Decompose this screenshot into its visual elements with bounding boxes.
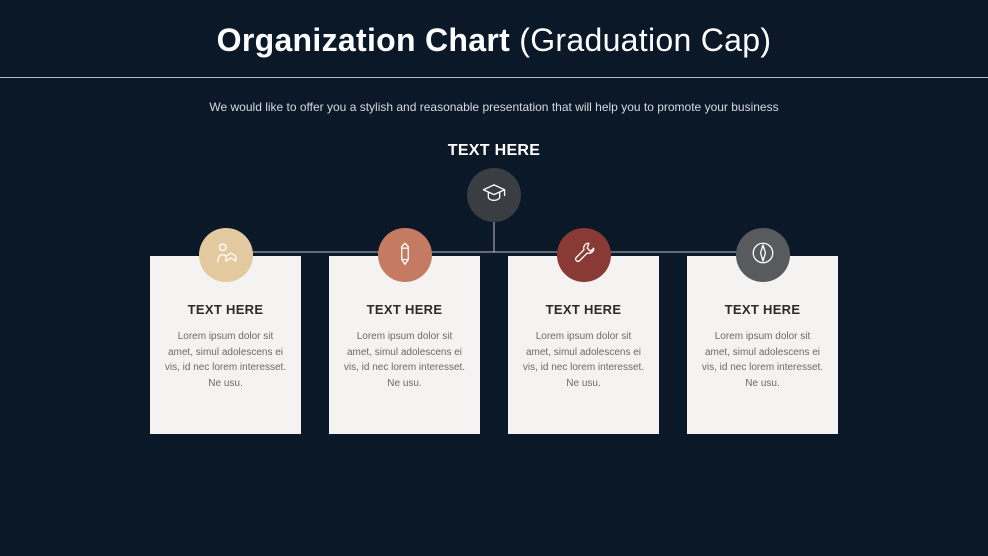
card-4-body: Lorem ipsum dolor sit amet, simul adoles… — [701, 329, 824, 391]
node-circle-3 — [557, 228, 611, 282]
svg-text:S: S — [761, 255, 764, 260]
svg-text:N: N — [761, 244, 764, 249]
root-label: TEXT HERE — [0, 142, 988, 160]
org-node-3: TEXT HERE Lorem ipsum dolor sit amet, si… — [508, 256, 659, 434]
card-2-body: Lorem ipsum dolor sit amet, simul adoles… — [343, 329, 466, 391]
card-4: TEXT HERE Lorem ipsum dolor sit amet, si… — [687, 256, 838, 434]
compass-icon: N S — [750, 240, 776, 271]
card-1-body: Lorem ipsum dolor sit amet, simul adoles… — [164, 329, 287, 391]
card-3: TEXT HERE Lorem ipsum dolor sit amet, si… — [508, 256, 659, 434]
org-node-2: TEXT HERE Lorem ipsum dolor sit amet, si… — [329, 256, 480, 434]
card-2-title: TEXT HERE — [343, 302, 466, 317]
card-3-body: Lorem ipsum dolor sit amet, simul adoles… — [522, 329, 645, 391]
node-circle-2 — [378, 228, 432, 282]
org-node-1: TEXT HERE Lorem ipsum dolor sit amet, si… — [150, 256, 301, 434]
title-block: Organization Chart (Graduation Cap) — [0, 0, 988, 59]
graduation-cap-icon — [481, 180, 507, 211]
root-node-circle — [467, 168, 521, 222]
subtitle: We would like to offer you a stylish and… — [0, 100, 988, 114]
person-read-icon — [213, 240, 239, 271]
cards-row: TEXT HERE Lorem ipsum dolor sit amet, si… — [0, 256, 988, 434]
node-circle-1 — [199, 228, 253, 282]
title-rest: (Graduation Cap) — [510, 22, 771, 58]
node-circle-4: N S — [736, 228, 790, 282]
org-node-4: N S TEXT HERE Lorem ipsum dolor sit amet… — [687, 256, 838, 434]
card-1-title: TEXT HERE — [164, 302, 287, 317]
pencil-icon — [392, 240, 418, 271]
header-rule — [0, 77, 988, 78]
wrench-icon — [571, 240, 597, 271]
card-3-title: TEXT HERE — [522, 302, 645, 317]
title-bold: Organization Chart — [217, 22, 510, 58]
page-title: Organization Chart (Graduation Cap) — [0, 22, 988, 59]
card-1: TEXT HERE Lorem ipsum dolor sit amet, si… — [150, 256, 301, 434]
card-4-title: TEXT HERE — [701, 302, 824, 317]
card-2: TEXT HERE Lorem ipsum dolor sit amet, si… — [329, 256, 480, 434]
